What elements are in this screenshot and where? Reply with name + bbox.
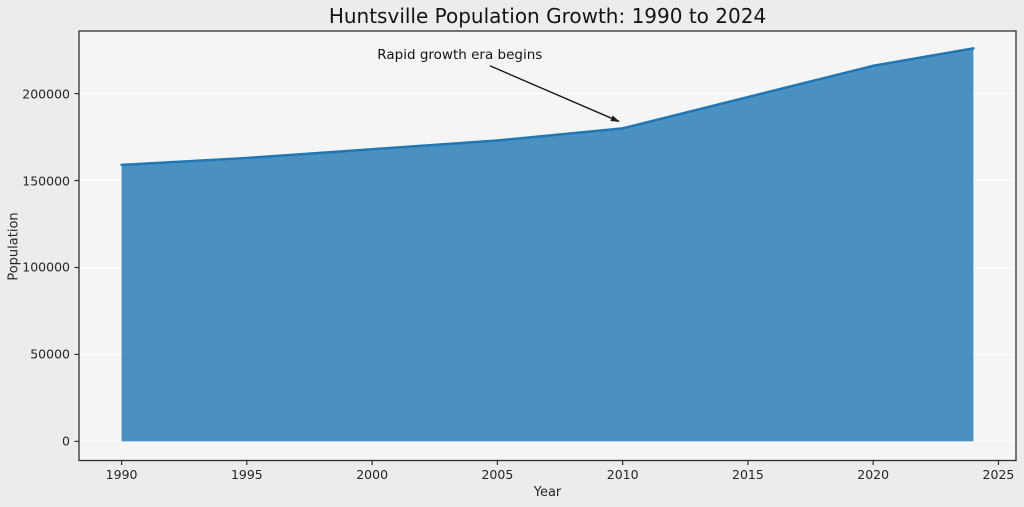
- annotation-arrow: [489, 65, 620, 123]
- population-line: [120, 47, 975, 167]
- x-tick-label: 2005: [481, 467, 514, 482]
- x-tick-label: 2015: [732, 467, 764, 482]
- x-tick-label: 2025: [982, 467, 1015, 482]
- chart-title: Huntsville Population Growth: 1990 to 20…: [328, 4, 767, 28]
- x-tick-label: 1995: [230, 467, 263, 482]
- annotation-text: Rapid growth era begins: [377, 47, 543, 64]
- y-tick-label: 0: [62, 433, 70, 449]
- y-axis-label: Population: [6, 212, 22, 281]
- x-axis-label: Year: [533, 485, 562, 500]
- area-fill: [121, 48, 974, 442]
- x-tick-label: 1990: [105, 467, 138, 482]
- y-tick-label: 50000: [30, 346, 70, 362]
- y-tick-label: 200000: [22, 86, 70, 102]
- x-tick-label: 2010: [606, 467, 639, 482]
- x-tick-label: 2020: [857, 467, 890, 482]
- x-tick-label: 2000: [356, 467, 389, 482]
- axes-border: [78, 30, 1017, 462]
- y-tick-label: 100000: [22, 259, 70, 275]
- y-tick-label: 150000: [22, 173, 70, 189]
